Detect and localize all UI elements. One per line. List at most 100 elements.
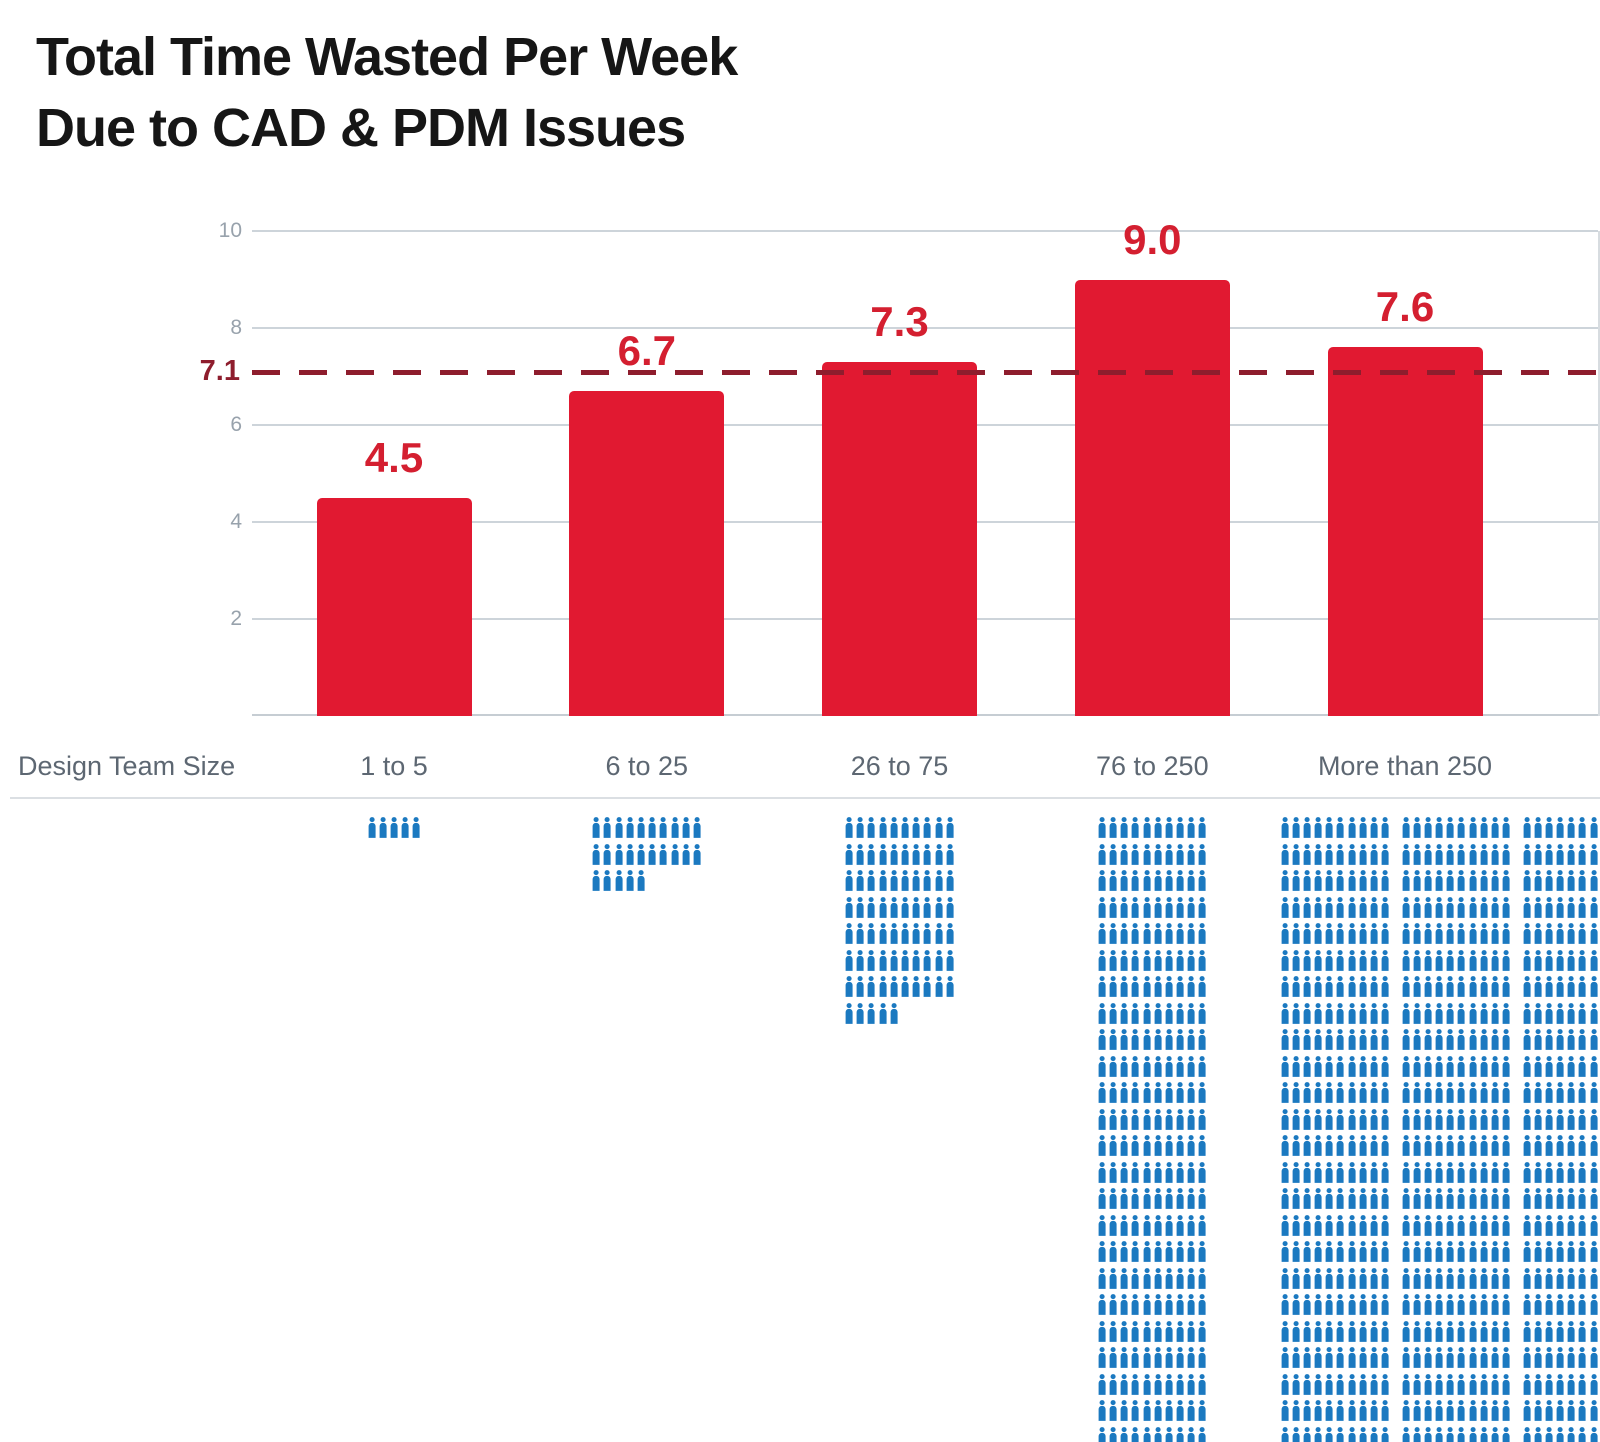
person-icon [1357,1343,1368,1370]
person-icon [888,919,899,946]
person-icon [1197,1396,1208,1423]
person-icon [855,840,866,867]
person-icon [1301,893,1312,920]
person-icon [1400,1052,1411,1079]
person-icon [844,946,855,973]
person-icon [1532,1370,1543,1397]
person-icon [1290,1264,1301,1291]
person-icon [1335,1211,1346,1238]
person-icon [1141,1290,1152,1317]
person-icon [1478,999,1489,1026]
person-icon [933,840,944,867]
person-icon [1478,1343,1489,1370]
person-icon [1543,1396,1554,1423]
person-icon [888,999,899,1026]
person-icon [1456,1158,1467,1185]
person-icon [1532,1290,1543,1317]
person-icon [1411,1131,1422,1158]
person-icon [1335,946,1346,973]
person-icon [1279,1396,1290,1423]
person-icon [1588,1052,1599,1079]
person-icon [1163,840,1174,867]
person-icon [1130,946,1141,973]
person-icon [1490,1078,1501,1105]
person-icon [1521,1423,1532,1442]
person-icon [1163,1105,1174,1132]
person-icon [1197,1290,1208,1317]
person-icon [1467,1078,1478,1105]
person-icon [1588,1184,1599,1211]
person-icon [1313,866,1324,893]
person-icon [1175,1184,1186,1211]
person-icon [1346,1264,1357,1291]
person-icon [1467,1184,1478,1211]
person-icon [1555,946,1566,973]
person-icon [1577,1078,1588,1105]
person-icon [1422,1025,1433,1052]
person-icon [1456,1396,1467,1423]
person-icon [1577,1105,1588,1132]
gridline-8 [252,327,1598,329]
person-icon [1357,1396,1368,1423]
person-icon [1566,893,1577,920]
person-icon [1543,1052,1554,1079]
person-icon [1107,1370,1118,1397]
person-icon [1119,813,1130,840]
person-icon [1335,1370,1346,1397]
person-icon [1163,1317,1174,1344]
person-icon [1588,1105,1599,1132]
person-icon [1197,972,1208,999]
person-icon [1380,866,1391,893]
person-icon [1456,1184,1467,1211]
person-icon [1141,946,1152,973]
person-icon [1301,999,1312,1026]
person-icon [1422,1052,1433,1079]
person-icon [1119,1370,1130,1397]
person-icon [1411,813,1422,840]
person-icon [1301,1078,1312,1105]
person-icon [1346,1211,1357,1238]
person-icon [1380,813,1391,840]
person-icon [1369,866,1380,893]
person-icon [1490,1343,1501,1370]
person-icon [1588,1264,1599,1291]
person-icon [1521,1264,1532,1291]
person-icon [877,999,888,1026]
person-icon [877,972,888,999]
person-icon [1467,1158,1478,1185]
person-icon [1501,1211,1512,1238]
person-icon [1175,840,1186,867]
person-icon [602,866,613,893]
person-icon [1197,1317,1208,1344]
person-icon [1588,1396,1599,1423]
person-icon [1369,999,1380,1026]
person-icon [1301,972,1312,999]
person-icon [855,919,866,946]
person-icon [624,840,635,867]
person-icon [1335,1105,1346,1132]
person-icon [1301,1025,1312,1052]
person-icon [1490,999,1501,1026]
person-icon [1335,1317,1346,1344]
person-icon [1456,866,1467,893]
person-icon [1107,1317,1118,1344]
person-icon [1290,1158,1301,1185]
person-icon [1141,1396,1152,1423]
person-icon [1501,946,1512,973]
person-icon [1119,1052,1130,1079]
person-icon [1163,1211,1174,1238]
person-icon [1152,1396,1163,1423]
person-icon [1577,1052,1588,1079]
person-icon [669,840,680,867]
person-icon [1400,1264,1411,1291]
person-icon [1335,1264,1346,1291]
person-icon [1152,1423,1163,1442]
person-icon [1346,1343,1357,1370]
person-icon [1335,999,1346,1026]
x-axis-title: Design Team Size [18,751,236,781]
person-icon [944,972,955,999]
person-icon [1369,1211,1380,1238]
person-icon [1279,1211,1290,1238]
person-icon [1301,1131,1312,1158]
person-icon [1357,1370,1368,1397]
